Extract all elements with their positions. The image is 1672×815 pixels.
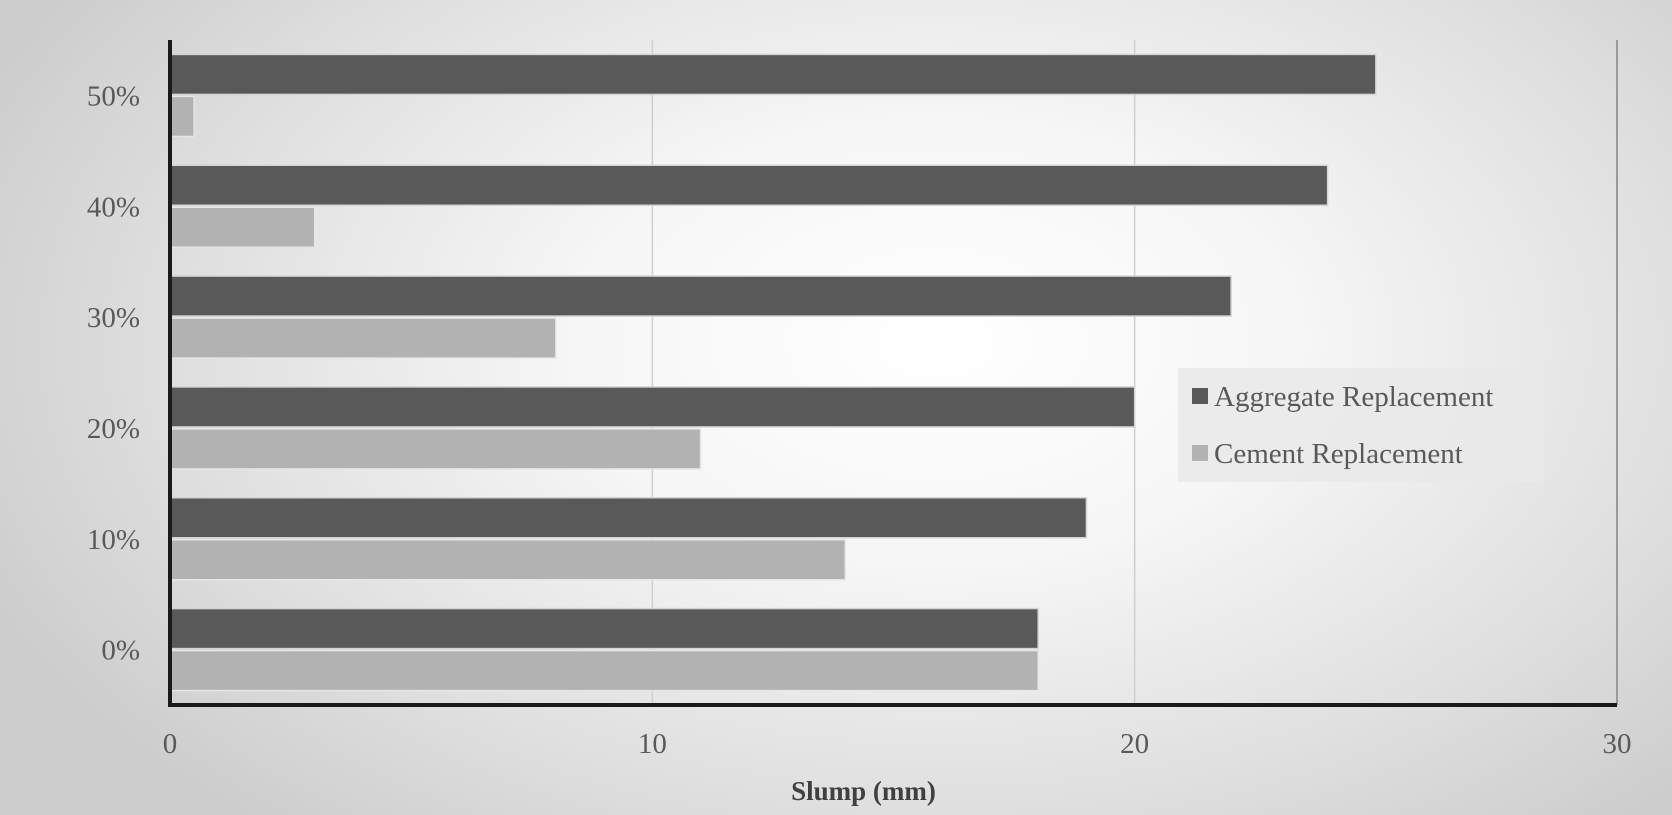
gridlines: [651, 40, 1618, 705]
y-tick-label: 10%: [87, 524, 140, 556]
y-tick-label: 40%: [87, 191, 140, 223]
bar-cement-replacement: [169, 539, 847, 581]
x-tick-label: 10: [638, 728, 667, 760]
x-tick-label: 30: [1603, 728, 1632, 760]
bars: [169, 53, 1377, 692]
legend-swatch: [1192, 388, 1208, 404]
bar-aggregate-replacement: [169, 275, 1232, 317]
bar-aggregate-replacement: [169, 164, 1329, 206]
bar-aggregate-replacement: [169, 497, 1088, 539]
bar-cement-replacement: [169, 649, 1039, 692]
legend-label: Aggregate Replacement: [1214, 381, 1493, 413]
legend: Aggregate Replacement Cement Replacement: [1178, 368, 1544, 482]
y-tick-label: 50%: [87, 80, 140, 112]
x-tick-label: 20: [1120, 728, 1149, 760]
y-tick-label: 30%: [87, 302, 140, 334]
y-tick-label: 0%: [101, 635, 140, 667]
x-tick-label: 0: [163, 728, 178, 760]
y-tick-label: 20%: [87, 413, 140, 445]
bar-cement-replacement: [169, 206, 316, 248]
bar-aggregate-replacement: [169, 53, 1377, 96]
legend-swatch: [1192, 445, 1208, 461]
bar-cement-replacement: [169, 317, 557, 359]
bar-aggregate-replacement: [169, 386, 1136, 428]
legend-box: [1178, 368, 1544, 482]
bar-aggregate-replacement: [169, 607, 1039, 650]
bar-cement-replacement: [169, 95, 195, 138]
bar-cement-replacement: [169, 428, 702, 470]
x-axis-title: Slump (mm): [791, 776, 936, 806]
legend-label: Cement Replacement: [1214, 438, 1463, 470]
axes: [168, 40, 1617, 707]
tick-labels: 0 10 20 30 0% 10% 20% 30% 40% 50%: [87, 80, 1632, 760]
